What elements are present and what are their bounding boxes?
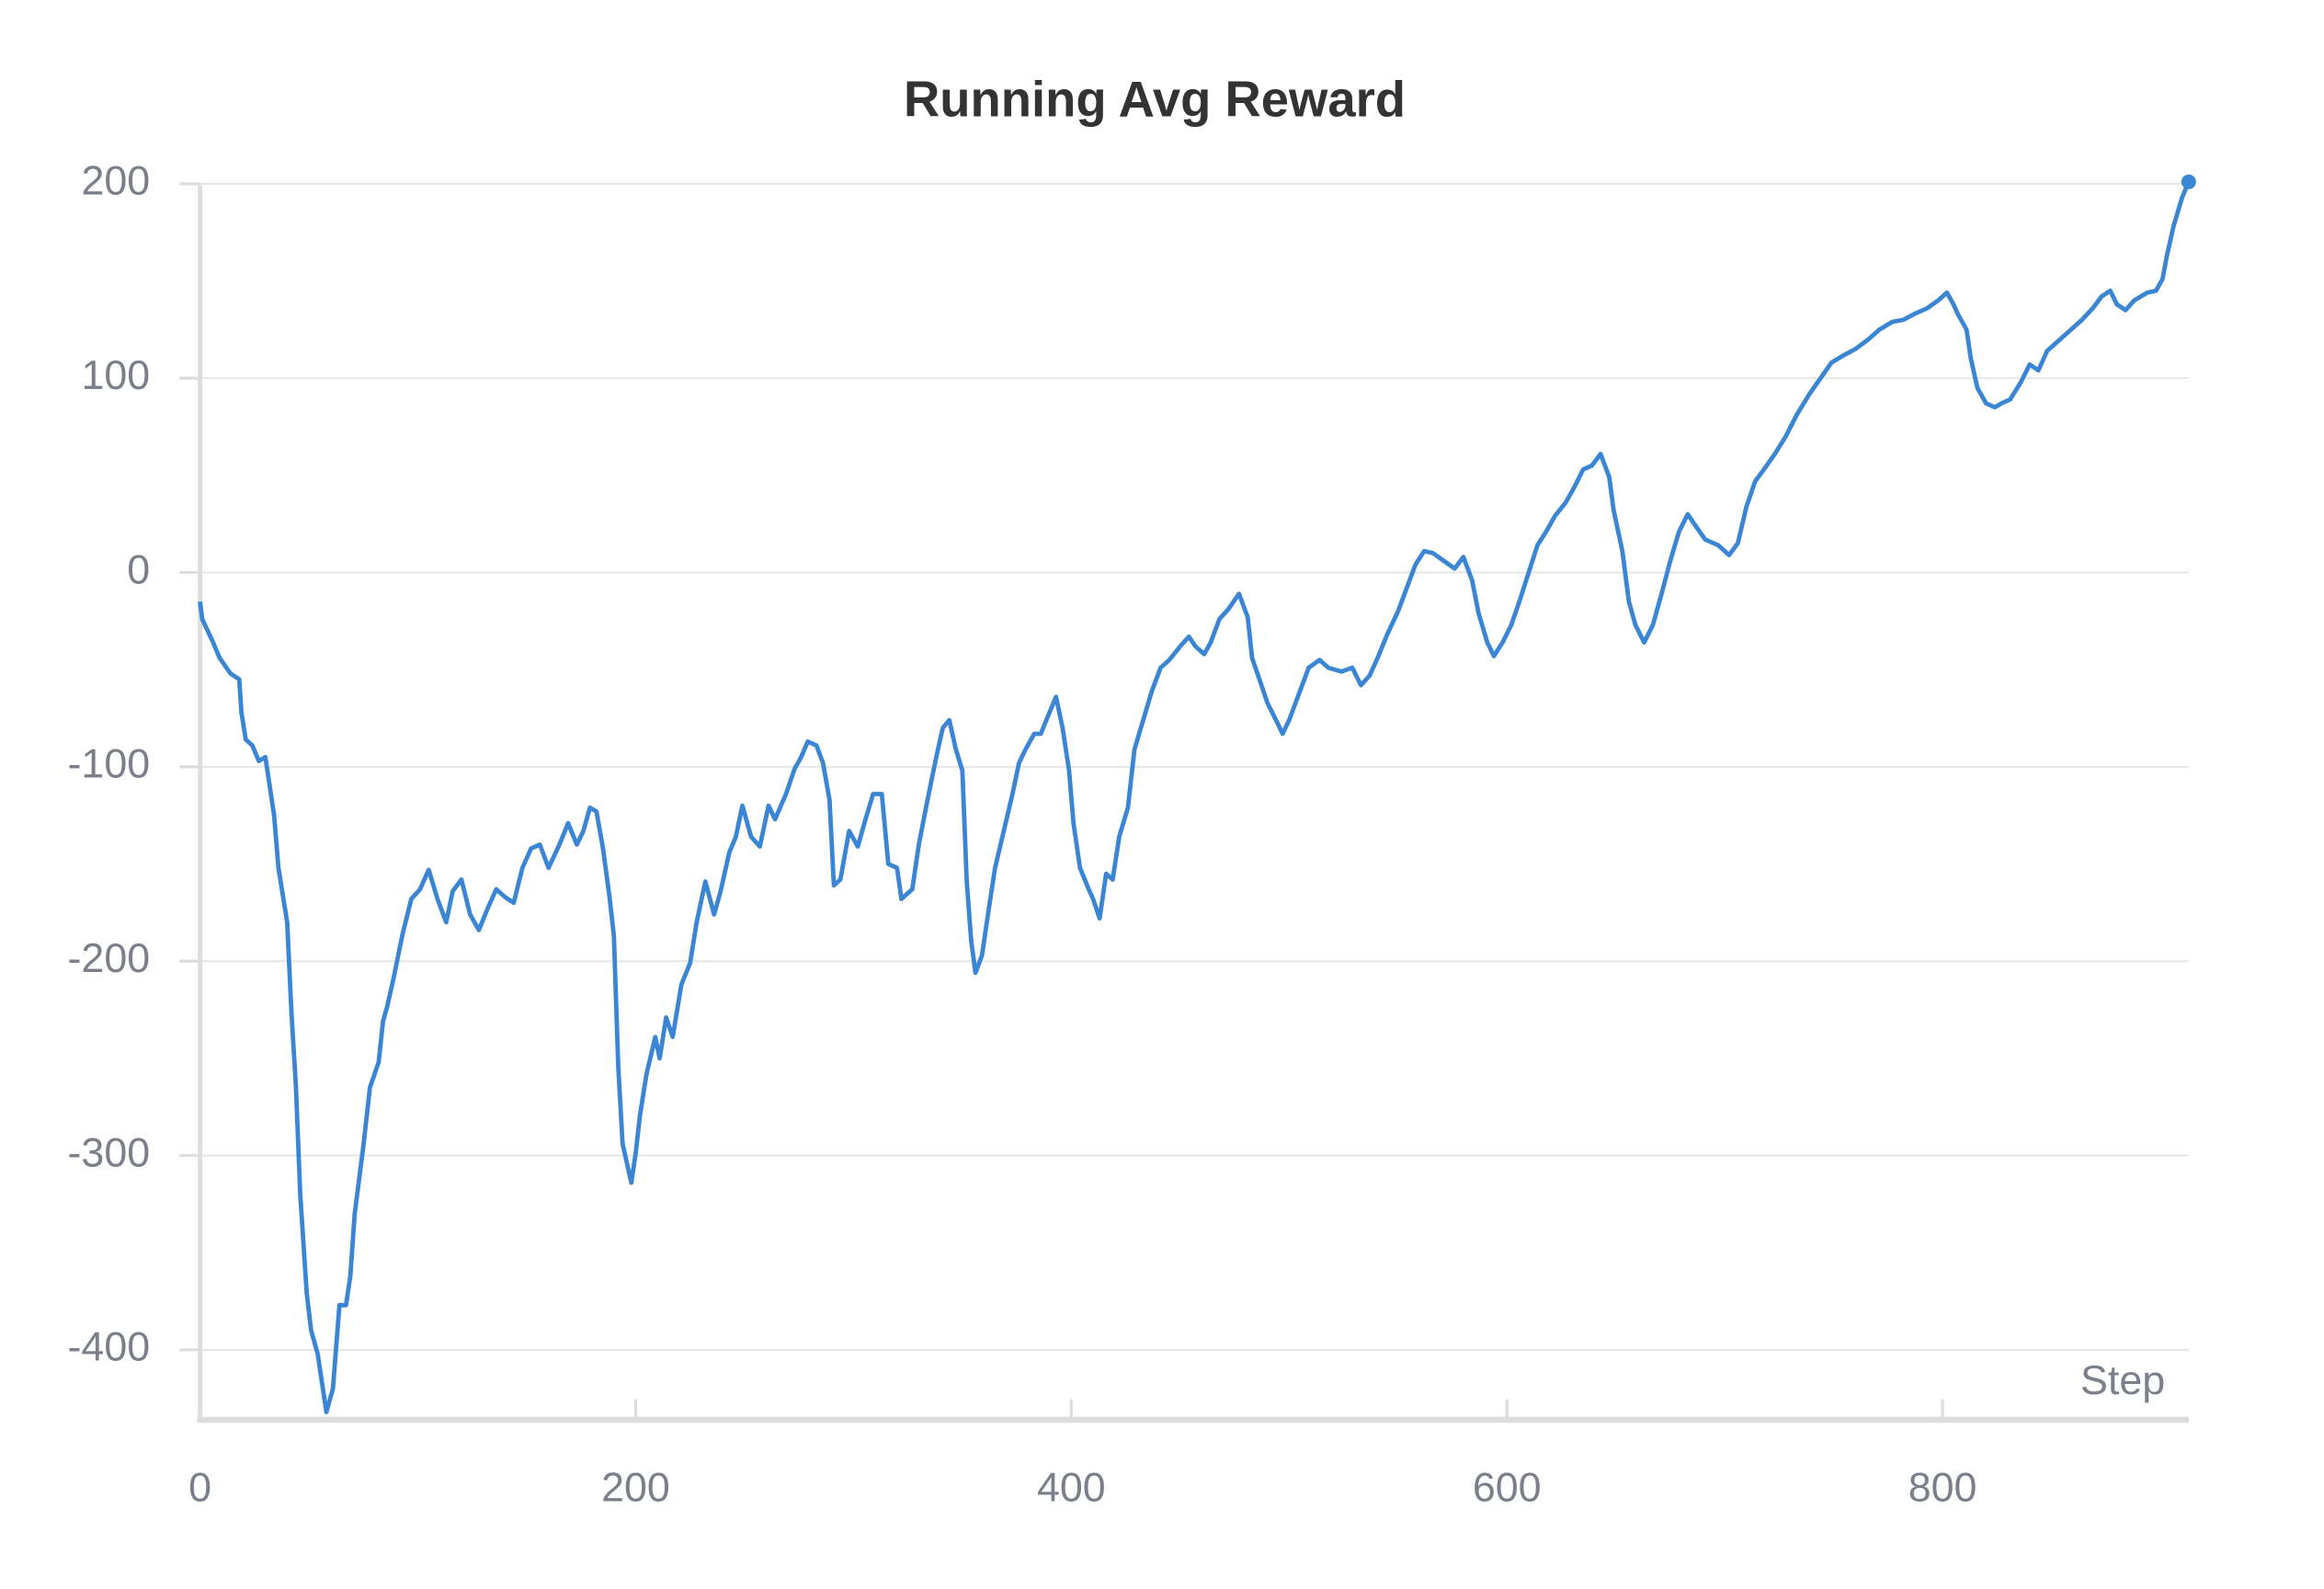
x-axis-label: Step [2080, 1357, 2165, 1403]
y-tick-label: -200 [68, 935, 151, 981]
y-tick-label: 100 [81, 352, 150, 398]
y-tick-label: 200 [81, 158, 150, 204]
x-tick-label: 800 [1908, 1465, 1977, 1511]
y-tick-label: -400 [68, 1324, 151, 1370]
y-tick-label: -100 [68, 741, 151, 787]
x-tick-label: 200 [601, 1465, 670, 1511]
x-tick-label: 400 [1037, 1465, 1106, 1511]
end-point [2181, 174, 2196, 189]
y-tick-label: 0 [127, 546, 150, 592]
line [198, 180, 2192, 1414]
y-tick-label: -300 [68, 1129, 151, 1175]
chart-title: Running Avg Reward [904, 71, 1406, 127]
x-tick-label: 600 [1473, 1465, 1542, 1511]
x-tick-label: 0 [188, 1465, 211, 1511]
